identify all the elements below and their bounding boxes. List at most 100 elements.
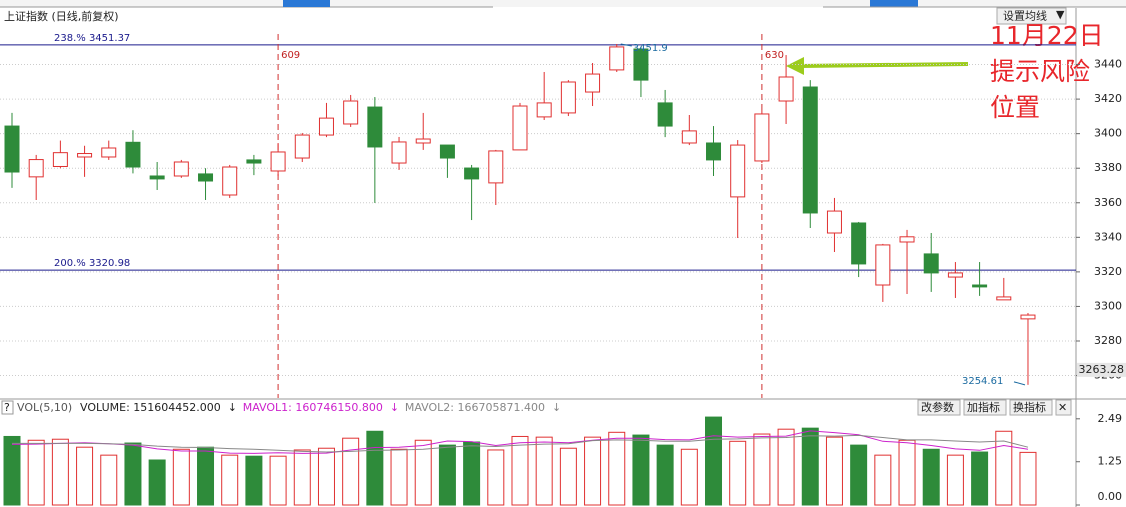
volume-bar (293, 449, 311, 506)
candle-body (633, 48, 649, 81)
volume-bar (753, 433, 771, 506)
candle-body (149, 175, 165, 180)
candle-body (318, 117, 334, 136)
candle-body (77, 153, 93, 158)
volume-bar (269, 455, 287, 506)
top-strip (0, 0, 1126, 8)
legend-arrow: ↓ (390, 401, 399, 414)
volume-bar (148, 459, 166, 506)
ma-line (12, 434, 1029, 453)
candle-body (681, 130, 697, 144)
candle-body (730, 144, 746, 198)
volume-bar (898, 439, 916, 506)
candle-body (778, 76, 794, 102)
annotation-arrowhead (786, 57, 804, 75)
candle-body (246, 159, 262, 164)
candle-body (391, 141, 407, 164)
volume-bar (825, 436, 843, 506)
candle-body (415, 138, 431, 144)
candle-body (173, 161, 189, 177)
candle-body (270, 151, 286, 172)
volume-bar (172, 448, 190, 506)
candle-body (802, 86, 818, 214)
y-tick-label: 3300 (1094, 299, 1122, 312)
indicator-button[interactable] (963, 399, 1007, 416)
legend-arrow: ↓ (228, 401, 237, 414)
candle-body (947, 272, 963, 278)
indicator-button[interactable] (1009, 399, 1053, 416)
candle-body (851, 222, 867, 265)
help-icon[interactable]: ? (4, 401, 10, 414)
ma-button[interactable] (996, 7, 1067, 25)
indicator-button-label[interactable]: 加指标 (967, 400, 1000, 414)
candle-body (972, 284, 988, 288)
volume-bar (584, 436, 602, 506)
reference-label: 238.% 3451.37 (54, 33, 130, 44)
volume-bar (874, 454, 892, 506)
low-pointer (1013, 381, 1026, 386)
volume-bar (511, 435, 529, 506)
indicator-button-label[interactable]: 改参数 (921, 400, 954, 414)
volume-bar (680, 448, 698, 506)
y-tick-label: 3380 (1094, 161, 1122, 174)
candle-body (536, 102, 552, 118)
candle-body (4, 125, 20, 173)
volume-bar (632, 434, 650, 506)
volume-bar (463, 441, 481, 506)
close-icon: ✕ (1058, 401, 1067, 414)
volume-bar (366, 430, 384, 506)
candle-body (343, 100, 359, 125)
event-label: 609 (281, 50, 300, 61)
volume-bar (51, 438, 69, 506)
volume-bar (390, 448, 408, 506)
legend-entry: MAVOL1: 160746150.800 (243, 401, 383, 414)
volume-bar (559, 447, 577, 506)
volume-bar (487, 449, 505, 506)
help-box[interactable] (1, 400, 14, 415)
volume-bar (438, 444, 456, 506)
volume-bar (850, 444, 868, 506)
candle-body (923, 253, 939, 274)
candle-body (512, 105, 528, 151)
candle-body (367, 106, 383, 148)
volume-bar (27, 439, 45, 506)
y-tick-label: 2.49 (1098, 412, 1123, 425)
candle-body (439, 144, 455, 159)
volume-bar (221, 454, 239, 506)
legend-entry: VOLUME: 151604452.000 (80, 401, 221, 414)
annotation (786, 57, 969, 75)
low-label: 3254.61 (962, 376, 1003, 387)
ma-button-label[interactable]: 设置均线 (1003, 9, 1047, 23)
candle-body (488, 150, 504, 184)
candle-body (657, 102, 673, 127)
ma-line (11, 430, 1029, 454)
candle-body (875, 244, 891, 286)
volume-bar (317, 447, 335, 506)
candle-body (222, 166, 238, 196)
candle-body (464, 167, 480, 180)
y-tick-label: 3340 (1094, 230, 1122, 243)
indicator-button[interactable] (917, 399, 961, 416)
volume-bar (946, 454, 964, 506)
candle-body (52, 152, 68, 167)
volume-bar (1019, 451, 1037, 506)
candle-body (294, 134, 310, 159)
y-tick-label: 3280 (1094, 334, 1122, 347)
volume-bar (535, 436, 553, 506)
volume-bar (705, 416, 723, 506)
volume-bar (76, 446, 94, 506)
volume-bar (995, 430, 1013, 506)
reference-label: 200.% 3320.98 (54, 258, 130, 269)
volume-bar (922, 448, 940, 506)
candle-body (826, 210, 842, 234)
indicator-button-label[interactable]: 换指标 (1013, 400, 1046, 414)
candle-body (28, 159, 44, 178)
candle-body (125, 141, 141, 168)
volume-bar (197, 446, 215, 506)
high-label: 3451.9 (633, 43, 668, 54)
y-tick-label: 3400 (1094, 127, 1122, 140)
close-button[interactable] (1055, 399, 1072, 416)
event-label: 630 (765, 50, 784, 61)
candle-body (609, 46, 625, 71)
last-price-label: 3263.28 (1079, 363, 1125, 376)
